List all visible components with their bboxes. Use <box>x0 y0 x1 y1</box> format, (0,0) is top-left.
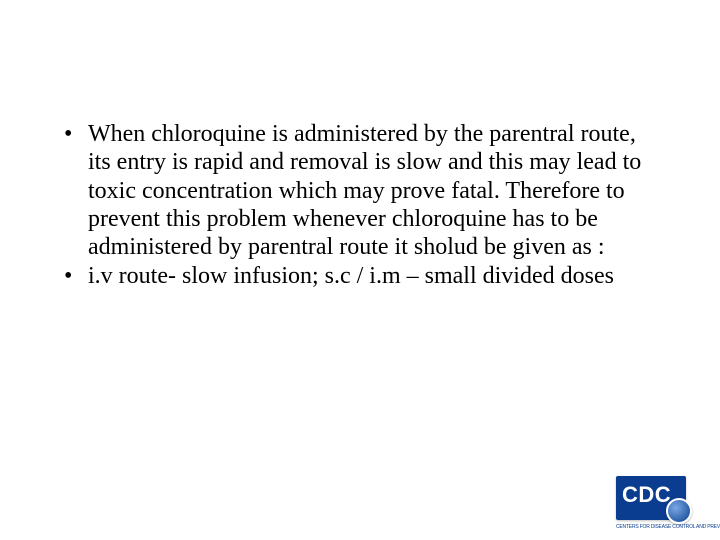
bullet-item: When chloroquine is administered by the … <box>60 120 660 262</box>
globe-icon <box>666 498 692 524</box>
cdc-logo-badge: CDC <box>616 476 686 520</box>
bullet-text: i.v route- slow infusion; s.c / i.m – sm… <box>88 263 614 289</box>
cdc-logo-tagline: CENTERS FOR DISEASE CONTROL AND PREVENTI… <box>616 524 720 530</box>
cdc-logo: CDC CENTERS FOR DISEASE CONTROL AND PREV… <box>616 476 706 528</box>
bullet-text: When chloroquine is administered by the … <box>88 121 641 260</box>
bullet-list: When chloroquine is administered by the … <box>60 120 660 290</box>
bullet-item: i.v route- slow infusion; s.c / i.m – sm… <box>60 262 660 290</box>
cdc-logo-text: CDC <box>622 482 671 508</box>
slide: When chloroquine is administered by the … <box>0 0 720 540</box>
